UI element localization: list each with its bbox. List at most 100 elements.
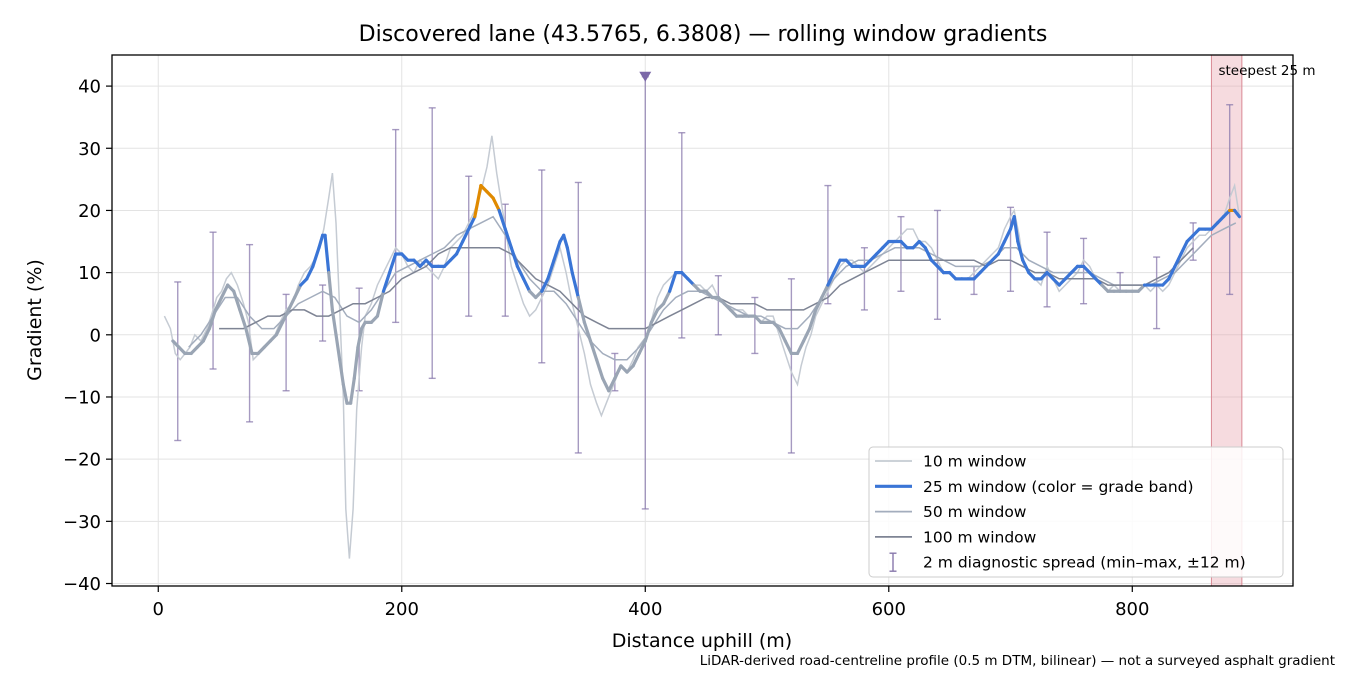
series-25m-segment [305, 264, 315, 281]
series-25m-segment [923, 246, 933, 262]
series-25m-segment [238, 308, 248, 331]
series-25m-segment [491, 196, 501, 213]
series-25m-segment [820, 283, 830, 300]
series-25m-segment [576, 295, 587, 324]
series-25m-segment [327, 271, 334, 312]
chart-title: Discovered lane (43.5765, 6.3808) — roll… [359, 22, 1048, 47]
series-25m-segment [607, 376, 617, 393]
spread-bar [1007, 206, 1015, 292]
series-25m-segment [349, 376, 356, 405]
series-25m-segment [1021, 258, 1031, 275]
footnote: LiDAR-derived road-centreline profile (0… [700, 653, 1335, 669]
series-25m-segment [1179, 239, 1189, 256]
series-25m-segment [552, 239, 562, 262]
legend-label: 10 m window [923, 453, 1027, 471]
spread-bar [787, 278, 795, 454]
x-axis-ticks: 0 200 400 600 800 [153, 586, 1149, 620]
legend-box [868, 446, 1284, 578]
series-25m-segment [643, 320, 653, 343]
y-axis-ticks: −40 −30 −20 −10 0 10 20 30 40 [63, 77, 112, 595]
series-25m-segment [588, 339, 599, 362]
series-25m-segment [808, 308, 818, 331]
series-25m-segment [1012, 215, 1020, 244]
y-tick-label: −20 [63, 450, 101, 471]
legend: 10 m window 25 m window (color = grade ba… [868, 446, 1284, 578]
series-25m-segment [1232, 208, 1242, 219]
series-25m-segment [801, 326, 812, 343]
max-marker [639, 71, 652, 82]
y-tick-label: −30 [63, 512, 101, 533]
series-25m-segment [649, 308, 660, 324]
series-25m-segment [280, 308, 291, 324]
series-25m-segment [826, 271, 836, 287]
series-25m-segment [330, 308, 338, 337]
series-25m-segment [1167, 264, 1177, 281]
spread-bar [678, 132, 686, 339]
series-25m-segment [777, 326, 787, 343]
series-25m-segment [274, 320, 285, 337]
spread-bar [319, 284, 327, 342]
spread-bar [209, 231, 217, 370]
series-25m-segment [323, 233, 331, 275]
series-25m-segment [232, 289, 242, 312]
y-axis-label: Gradient (%) [24, 259, 46, 381]
legend-item: 100 m window [875, 528, 1037, 546]
series-25m-segment [387, 252, 398, 275]
series-25m-segment [213, 295, 224, 312]
series-25m-segment [521, 277, 532, 293]
x-tick-label: 400 [628, 599, 662, 620]
series-25m-segment [461, 227, 471, 244]
legend-item: 50 m window [875, 503, 1027, 521]
series-25m-segment [244, 326, 254, 356]
series-25m-segment [515, 264, 526, 281]
legend-items: 10 m window 25 m window (color = grade ba… [875, 453, 1246, 572]
legend-item: 25 m window (color = grade band) [875, 478, 1194, 496]
spread-bar [428, 107, 436, 380]
legend-label: 2 m diagnostic spread (min–max, ±12 m) [923, 554, 1246, 572]
series-25m-segment [1002, 227, 1013, 244]
series-25m-segment [594, 358, 605, 380]
spread-bar [860, 247, 868, 311]
series-25m-segment [631, 351, 641, 368]
series-25m-segment [375, 289, 386, 318]
series-25m-segment [219, 283, 230, 300]
spread-bar [465, 175, 473, 317]
x-tick-label: 0 [153, 599, 164, 620]
series-25m-segment [338, 358, 345, 387]
series-25m-segment [582, 320, 593, 343]
series-25m-segment [356, 326, 364, 349]
y-tick-label: 40 [78, 77, 101, 98]
x-tick-label: 800 [1115, 599, 1149, 620]
spread-bar [714, 275, 722, 336]
series-25m-segment [341, 382, 349, 405]
x-tick-label: 200 [385, 599, 419, 620]
series-25m-segment [381, 271, 392, 293]
series-25m-segment [565, 246, 574, 275]
series-25m-segment [286, 295, 297, 312]
series-25m-segment [570, 271, 580, 300]
series-25m-segment [454, 239, 465, 256]
diagnostic-spread-bars [174, 76, 1234, 510]
spread-bar [1080, 237, 1088, 305]
series-25m-segment [562, 233, 569, 250]
series-25m-segment [467, 215, 477, 231]
series-25m-segment [497, 208, 507, 231]
series-25m-segment [668, 271, 678, 293]
legend-item: 2 m diagnostic spread (min–max, ±12 m) [889, 552, 1246, 572]
plot-area-frame [111, 54, 1294, 587]
series-25m-segment [311, 246, 321, 269]
series-25m-segment [317, 233, 325, 250]
y-tick-label: 0 [90, 325, 101, 346]
series-25m-segment [601, 376, 611, 393]
legend-label: 25 m window (color = grade band) [923, 478, 1194, 496]
legend-item: 10 m window [875, 453, 1027, 471]
series-25m-segment [540, 277, 550, 293]
spread-bar [1153, 256, 1161, 330]
series-25m-segment [503, 227, 513, 250]
x-axis-label: Distance uphill (m) [612, 630, 792, 652]
series-25m-segment [637, 339, 647, 356]
series-25m-segment [473, 183, 483, 219]
spread-bar [751, 296, 759, 355]
series-25m-segment [832, 258, 842, 275]
